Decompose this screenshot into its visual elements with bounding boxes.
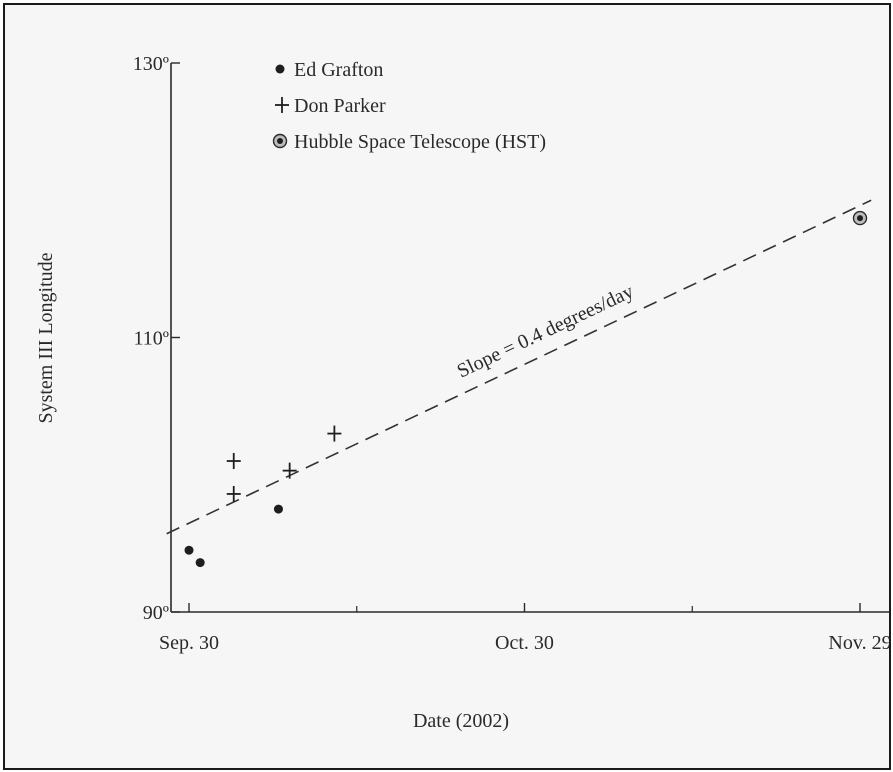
legend-label: Hubble Space Telescope (HST) — [294, 131, 546, 153]
trend-line-label: Slope = 0.4 degrees/day — [454, 280, 637, 382]
legend-marker — [272, 133, 288, 149]
y-tick-label: 90º — [143, 602, 169, 624]
data-point — [273, 504, 283, 514]
data-point — [184, 545, 194, 555]
data-point — [852, 210, 868, 226]
legend-marker — [275, 64, 285, 74]
circled-dot-center — [277, 138, 283, 144]
y-axis-label: System III Longitude — [35, 252, 57, 423]
data-point — [282, 462, 297, 479]
legend-label: Don Parker — [294, 95, 386, 117]
data-point — [226, 453, 241, 470]
legend-item: Hubble Space Telescope (HST) — [272, 131, 546, 153]
circled-dot-center — [857, 215, 863, 222]
x-tick-label: Sep. 30 — [159, 632, 219, 654]
data-point — [195, 558, 205, 568]
y-tick-label: 130º — [133, 53, 169, 75]
legend-label: Ed Grafton — [294, 59, 383, 81]
legend-marker — [275, 97, 289, 113]
data-point — [226, 485, 241, 502]
longitude-chart: 90º 110º 130º Sep. 30 Oct. 30 Nov. 29 Slope =… — [35, 53, 889, 732]
data-point — [327, 425, 342, 442]
x-tick-label: Oct. 30 — [495, 632, 554, 654]
x-tick-label: Nov. 29 — [828, 632, 889, 654]
legend-item: Don Parker — [275, 95, 386, 117]
x-axis-label: Date (2002) — [413, 710, 509, 732]
legend-item: Ed Grafton — [275, 59, 383, 81]
trend-line — [166, 199, 872, 535]
y-tick-label: 110º — [134, 328, 169, 350]
chart-frame: 90º 110º 130º Sep. 30 Oct. 30 Nov. 29 Slope =… — [3, 3, 891, 770]
